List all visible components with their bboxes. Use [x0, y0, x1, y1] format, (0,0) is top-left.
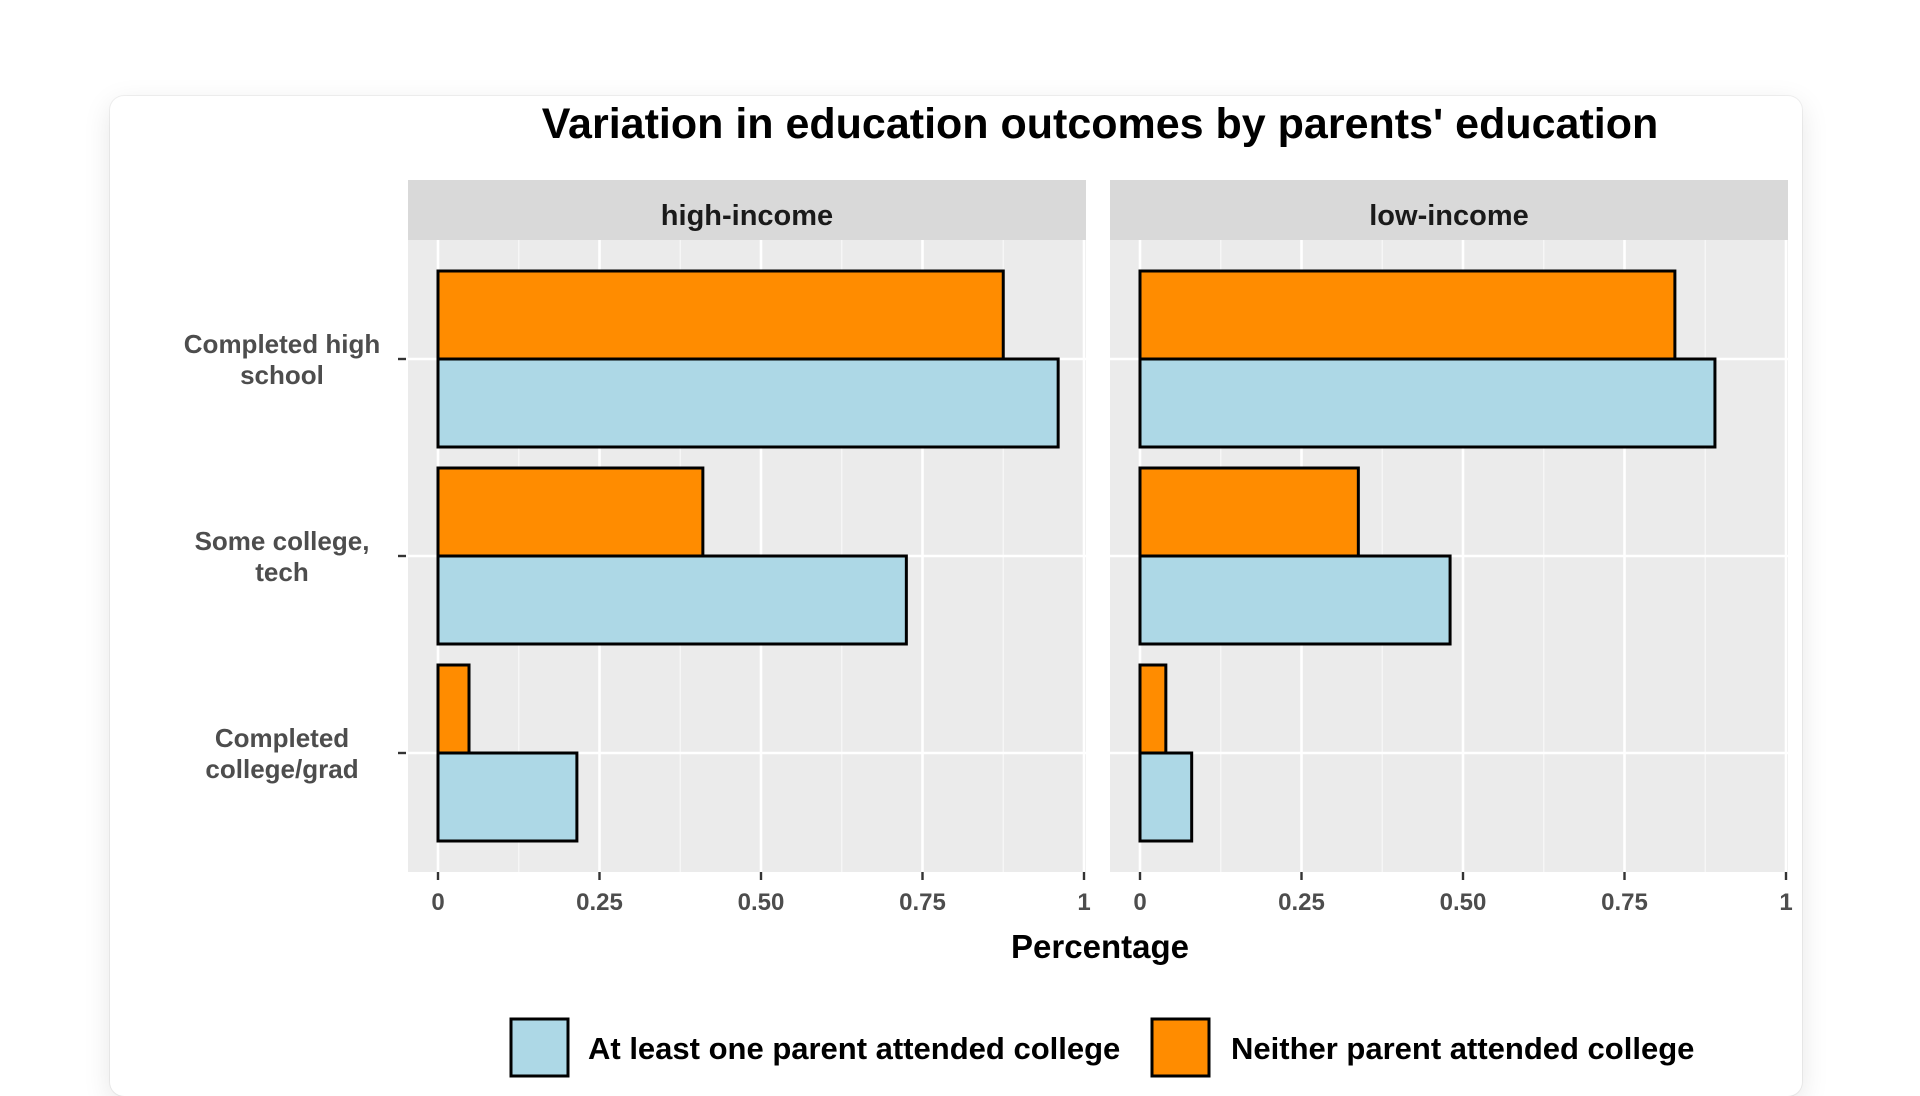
category-label: Some college, — [195, 526, 370, 556]
bar-neither-parent — [436, 269, 1005, 361]
bar-neither-parent — [436, 466, 705, 558]
bar-at-least-one-parent — [436, 357, 1060, 449]
category-label: school — [240, 360, 324, 390]
category-label: Completed high — [184, 329, 380, 359]
legend-swatch-neither-parent — [1150, 1017, 1211, 1078]
bar-at-least-one-parent — [436, 751, 579, 843]
bar-neither-parent — [1138, 663, 1168, 755]
x-tick-label: 0.75 — [1601, 889, 1648, 916]
bar-at-least-one-parent — [436, 554, 908, 646]
legend-label-neither-parent: Neither parent attended college — [1231, 1031, 1694, 1066]
legend-swatch-at-least-one-parent — [509, 1017, 570, 1078]
legend-label-at-least-one-parent: At least one parent attended college — [588, 1031, 1120, 1066]
bar-neither-parent — [1138, 466, 1360, 558]
x-tick-label: 0.25 — [576, 889, 623, 916]
category-label: Completed — [215, 723, 349, 753]
bar-neither-parent — [1138, 269, 1677, 361]
chart-card: Variation in education outcomes by paren… — [110, 96, 1802, 1096]
x-tick-label: 0 — [431, 889, 444, 916]
x-axis-title: Percentage — [1011, 928, 1189, 965]
facet-strip — [1110, 180, 1788, 240]
facet-label: high-income — [661, 200, 833, 232]
bar-at-least-one-parent — [1138, 554, 1452, 646]
bar-neither-parent — [436, 663, 471, 755]
facet-label: low-income — [1369, 200, 1529, 232]
x-tick-label: 1 — [1779, 889, 1792, 916]
chart: Variation in education outcomes by paren… — [184, 100, 1793, 1078]
bar-at-least-one-parent — [1138, 357, 1717, 449]
facet-strip — [408, 180, 1086, 240]
category-label: tech — [255, 557, 308, 587]
category-label: college/grad — [205, 754, 358, 784]
x-tick-label: 0.50 — [1440, 889, 1487, 916]
bar-at-least-one-parent — [1138, 751, 1194, 843]
x-tick-label: 0.25 — [1278, 889, 1325, 916]
chart-title: Variation in education outcomes by paren… — [542, 100, 1659, 148]
x-tick-label: 0.50 — [738, 889, 785, 916]
x-tick-label: 0.75 — [899, 889, 946, 916]
x-tick-label: 1 — [1077, 889, 1090, 916]
x-tick-label: 0 — [1133, 889, 1146, 916]
